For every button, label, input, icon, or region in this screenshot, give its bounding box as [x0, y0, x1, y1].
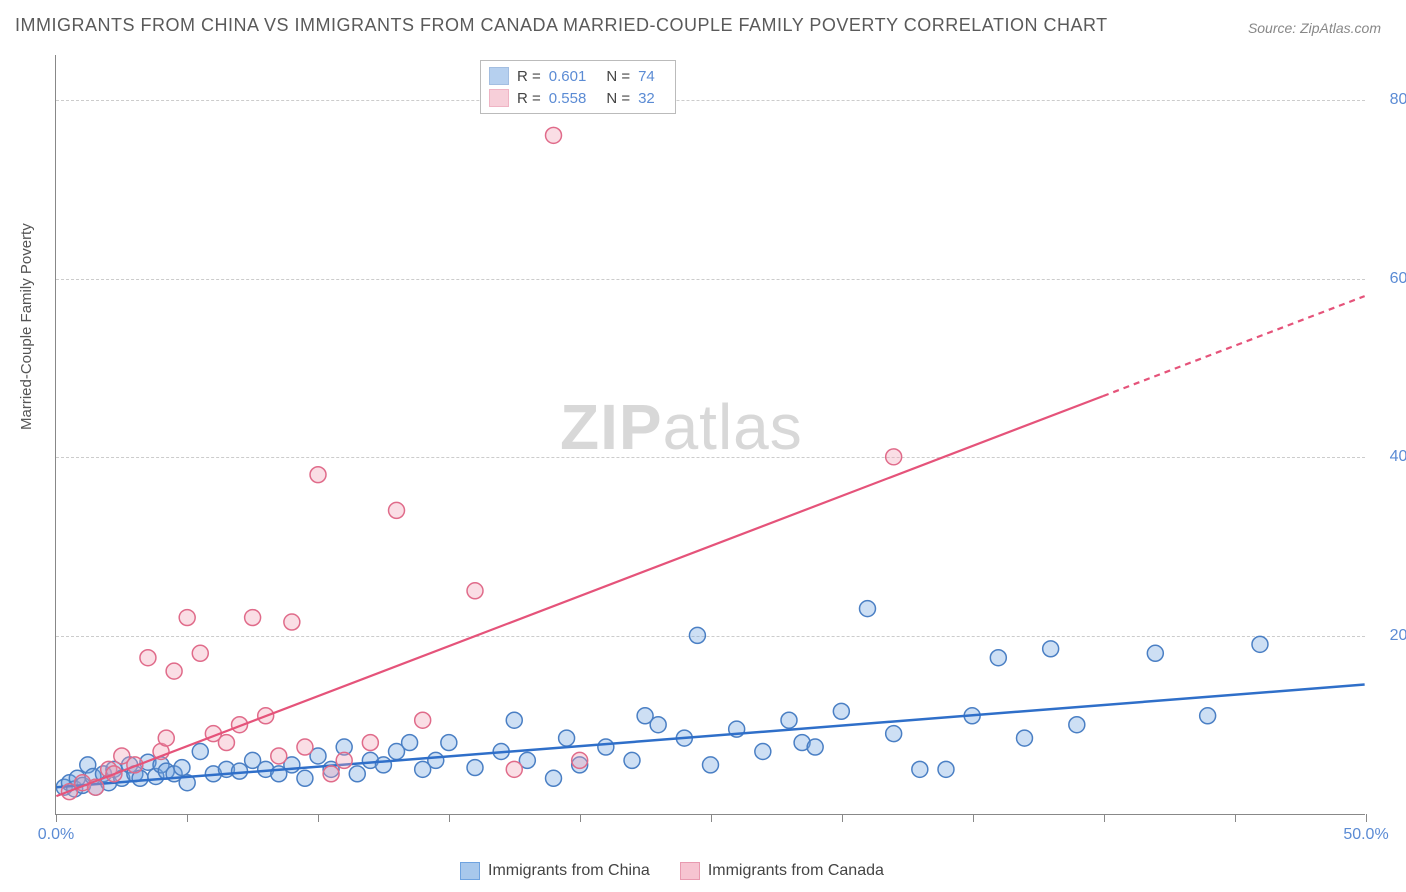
y-axis-title: Married-Couple Family Poverty [18, 223, 35, 430]
data-point [467, 583, 483, 599]
y-tick-label: 80.0% [1390, 91, 1406, 109]
x-tick [318, 814, 319, 822]
data-point [807, 739, 823, 755]
data-point [297, 739, 313, 755]
series-legend-label: Immigrants from China [488, 862, 650, 880]
data-point [192, 744, 208, 760]
x-tick [842, 814, 843, 822]
data-point [559, 730, 575, 746]
data-point [650, 717, 666, 733]
data-point [402, 735, 418, 751]
data-point [310, 467, 326, 483]
data-point [192, 645, 208, 661]
x-tick-label: 50.0% [1343, 826, 1388, 844]
data-point [598, 739, 614, 755]
source-label: Source: ZipAtlas.com [1248, 20, 1381, 36]
data-point [323, 766, 339, 782]
data-point [990, 650, 1006, 666]
x-tick [449, 814, 450, 822]
data-point [1069, 717, 1085, 733]
data-point [174, 760, 190, 776]
legend-row: R = 0.601 N = 74 [489, 65, 667, 87]
legend-n-label: N = [606, 90, 630, 107]
data-point [860, 601, 876, 617]
data-point [938, 761, 954, 777]
legend-r-label: R = [517, 90, 541, 107]
data-point [624, 752, 640, 768]
correlation-legend: R = 0.601 N = 74 R = 0.558 N = 32 [480, 60, 676, 114]
legend-r-label: R = [517, 68, 541, 85]
data-point [389, 502, 405, 518]
data-point [179, 610, 195, 626]
series-legend-label: Immigrants from Canada [708, 862, 884, 880]
data-point [245, 610, 261, 626]
data-point [833, 703, 849, 719]
data-point [1147, 645, 1163, 661]
data-point [415, 712, 431, 728]
data-point [467, 760, 483, 776]
x-tick [56, 814, 57, 822]
legend-swatch [680, 862, 700, 880]
plot-area: 20.0%40.0%60.0%80.0%0.0%50.0% [55, 55, 1365, 815]
data-point [271, 748, 287, 764]
chart-title: IMMIGRANTS FROM CHINA VS IMMIGRANTS FROM… [15, 15, 1108, 36]
data-point [1200, 708, 1216, 724]
data-point [232, 763, 248, 779]
legend-n-value: 32 [638, 90, 655, 107]
data-point [506, 761, 522, 777]
legend-n-value: 74 [638, 68, 655, 85]
data-point [362, 735, 378, 751]
data-point [441, 735, 457, 751]
legend-swatch [460, 862, 480, 880]
x-tick [1104, 814, 1105, 822]
y-tick-label: 20.0% [1390, 627, 1406, 645]
data-point [689, 627, 705, 643]
data-point [284, 614, 300, 630]
legend-swatch [489, 89, 509, 107]
legend-r-value: 0.601 [549, 68, 587, 85]
data-point [546, 127, 562, 143]
data-point [375, 757, 391, 773]
x-tick [187, 814, 188, 822]
x-tick [711, 814, 712, 822]
data-point [755, 744, 771, 760]
data-point [297, 770, 313, 786]
data-point [140, 650, 156, 666]
data-point [703, 757, 719, 773]
data-point [428, 752, 444, 768]
legend-r-value: 0.558 [549, 90, 587, 107]
data-point [506, 712, 522, 728]
data-point [1252, 636, 1268, 652]
y-tick-label: 60.0% [1390, 270, 1406, 288]
x-tick-label: 0.0% [38, 826, 74, 844]
data-point [1043, 641, 1059, 657]
data-point [166, 663, 182, 679]
x-tick [1235, 814, 1236, 822]
data-point [572, 752, 588, 768]
legend-swatch [489, 67, 509, 85]
data-point [349, 766, 365, 782]
data-point [781, 712, 797, 728]
chart-svg [56, 55, 1365, 814]
x-tick [580, 814, 581, 822]
legend-n-label: N = [606, 68, 630, 85]
data-point [336, 752, 352, 768]
data-point [1016, 730, 1032, 746]
data-point [912, 761, 928, 777]
data-point [218, 735, 234, 751]
series-legend-item: Immigrants from China [460, 862, 650, 880]
series-legend: Immigrants from China Immigrants from Can… [460, 862, 884, 880]
data-point [886, 726, 902, 742]
x-tick [973, 814, 974, 822]
y-tick-label: 40.0% [1390, 448, 1406, 466]
trend-line-dashed [1103, 296, 1365, 396]
series-legend-item: Immigrants from Canada [680, 862, 884, 880]
data-point [886, 449, 902, 465]
data-point [158, 730, 174, 746]
trend-line [56, 396, 1103, 796]
data-point [546, 770, 562, 786]
legend-row: R = 0.558 N = 32 [489, 87, 667, 109]
x-tick [1366, 814, 1367, 822]
